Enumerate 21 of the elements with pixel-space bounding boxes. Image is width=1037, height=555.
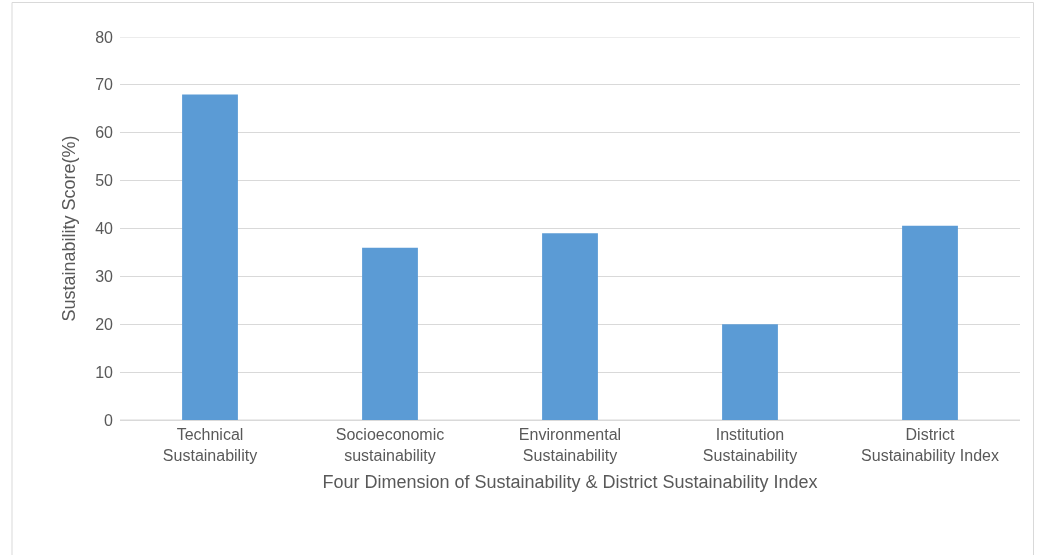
x-tick-label: Institution Sustainability	[702, 426, 798, 464]
y-tick-label: 20	[95, 315, 114, 333]
bar	[902, 225, 958, 420]
x-tick-label: Environmental Sustainability	[518, 426, 622, 464]
bar	[182, 94, 238, 420]
y-tick-label: 30	[95, 267, 114, 285]
y-tick-label: 70	[95, 76, 114, 94]
y-tick-label: 80	[95, 28, 114, 46]
y-tick-label: 0	[104, 411, 114, 429]
y-tick-label: 50	[95, 172, 114, 190]
y-tick-label: 60	[95, 124, 114, 142]
bar	[722, 324, 778, 420]
bar	[362, 247, 418, 420]
x-tick-label: Socioeconomic sustainability	[335, 426, 445, 464]
x-tick-label: Technical Sustainability	[162, 426, 258, 464]
y-axis-title: Sustainability Score(%)	[59, 135, 80, 322]
y-tick-label: 10	[95, 363, 114, 381]
bar	[542, 233, 598, 420]
x-tick-label: District Sustainability Index	[861, 426, 999, 464]
x-axis-title: Four Dimension of Sustainability & District Sustainability Index	[322, 472, 818, 493]
y-tick-label: 40	[95, 220, 114, 238]
